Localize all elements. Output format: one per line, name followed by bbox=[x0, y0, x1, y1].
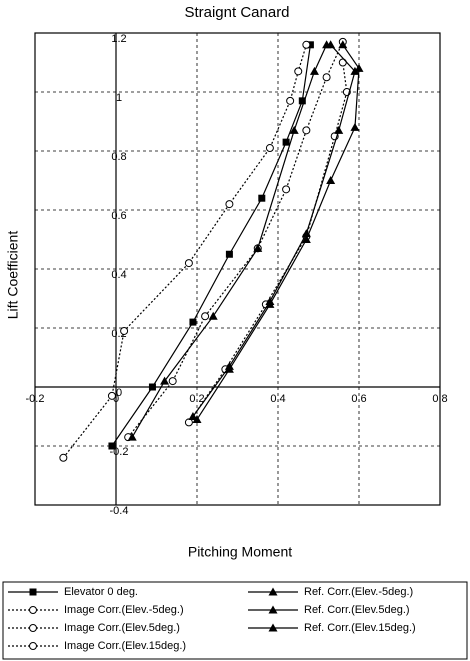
y-tick-label: 0.6 bbox=[111, 210, 126, 222]
data-point bbox=[326, 176, 336, 184]
data-point bbox=[282, 138, 290, 146]
data-point bbox=[350, 66, 360, 75]
legend-label: Image Corr.(Elev.-5deg.) bbox=[64, 604, 184, 616]
data-point bbox=[201, 312, 210, 321]
y-tick-label: 0.8 bbox=[111, 151, 126, 163]
y-tick-label: 0.4 bbox=[111, 269, 126, 281]
data-point bbox=[192, 414, 202, 423]
data-point bbox=[338, 40, 348, 49]
x-tick-label: 0.2 bbox=[189, 393, 204, 405]
data-point bbox=[107, 391, 116, 400]
y-tick-label: 1.2 bbox=[111, 33, 126, 45]
legend-label: Ref. Corr.(Elev.15deg.) bbox=[304, 622, 416, 634]
chart-title: Straignt Canard bbox=[184, 4, 289, 21]
legend-box bbox=[2, 581, 468, 660]
legend-marker bbox=[29, 624, 37, 632]
x-tick-label: 0.4 bbox=[270, 393, 285, 405]
legend-marker bbox=[268, 587, 278, 596]
x-axis-label: Pitching Moment bbox=[188, 544, 292, 560]
legend-label: Elevator 0 deg. bbox=[64, 586, 138, 598]
legend-label: Image Corr.(Elev.5deg.) bbox=[64, 622, 180, 634]
data-point bbox=[184, 418, 193, 427]
series-line bbox=[111, 44, 311, 447]
data-point bbox=[354, 63, 364, 72]
y-tick-label: 0 bbox=[116, 387, 122, 399]
series-line bbox=[188, 62, 348, 423]
series-line bbox=[196, 44, 360, 420]
data-point bbox=[120, 326, 129, 335]
legend-label: Ref. Corr.(Elev.5deg.) bbox=[304, 604, 410, 616]
data-point bbox=[189, 318, 197, 326]
data-point bbox=[253, 243, 263, 252]
legend-marker bbox=[268, 623, 278, 632]
series-line bbox=[192, 44, 356, 417]
data-point bbox=[127, 432, 137, 441]
legend-label: Image Corr.(Elev.15deg.) bbox=[64, 640, 186, 652]
legend-marker bbox=[29, 642, 37, 650]
data-point bbox=[286, 96, 295, 105]
data-point bbox=[265, 144, 274, 153]
series-line bbox=[127, 41, 344, 438]
data-point bbox=[334, 125, 344, 134]
data-point bbox=[289, 125, 299, 134]
data-point bbox=[282, 185, 291, 194]
data-point bbox=[301, 235, 311, 243]
data-point bbox=[350, 122, 360, 131]
data-point bbox=[258, 194, 266, 202]
data-point bbox=[298, 97, 306, 105]
legend-marker bbox=[268, 605, 278, 614]
data-point bbox=[302, 126, 311, 135]
data-point bbox=[225, 200, 234, 209]
data-point bbox=[224, 364, 234, 373]
series-line bbox=[62, 44, 307, 459]
data-point bbox=[160, 376, 170, 385]
data-point bbox=[306, 41, 314, 49]
y-tick-label: 1 bbox=[116, 92, 122, 104]
y-tick-label: -0.4 bbox=[110, 505, 129, 517]
data-point bbox=[225, 250, 233, 258]
data-point bbox=[184, 259, 193, 268]
data-point bbox=[188, 412, 198, 420]
data-point bbox=[108, 442, 116, 450]
data-point bbox=[148, 383, 156, 391]
data-point bbox=[168, 377, 177, 386]
x-tick-label: 0.6 bbox=[351, 393, 366, 405]
x-tick-label: -0.2 bbox=[26, 393, 45, 405]
data-point bbox=[322, 73, 331, 82]
data-point bbox=[265, 299, 275, 308]
y-axis-label: Lift Coefficient bbox=[5, 231, 21, 320]
data-point bbox=[309, 66, 319, 75]
data-point bbox=[294, 67, 303, 76]
legend-marker bbox=[29, 606, 37, 614]
x-tick-label: 0.8 bbox=[432, 393, 447, 405]
data-point bbox=[302, 40, 311, 49]
data-point bbox=[326, 40, 336, 49]
legend-marker bbox=[29, 588, 37, 596]
data-point bbox=[208, 311, 218, 320]
data-point bbox=[59, 453, 68, 462]
legend-label: Ref. Corr.(Elev.-5deg.) bbox=[304, 586, 413, 598]
series-line bbox=[131, 44, 328, 438]
